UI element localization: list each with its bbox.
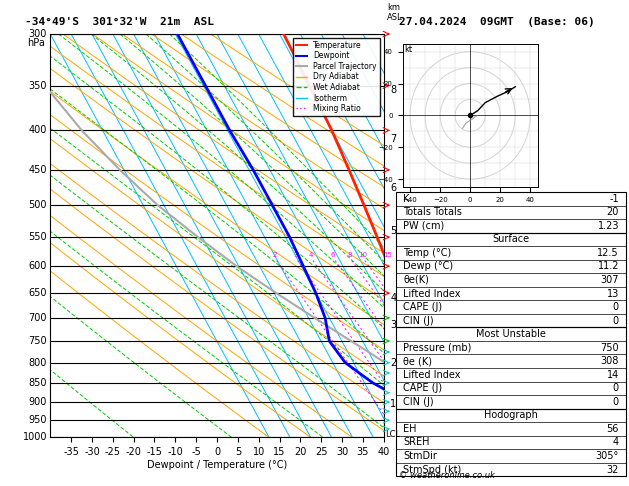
Text: 2: 2	[391, 358, 397, 367]
Text: 0: 0	[613, 383, 619, 393]
Text: 300: 300	[28, 29, 47, 39]
Text: Most Unstable: Most Unstable	[476, 329, 546, 339]
Text: 12.5: 12.5	[598, 248, 619, 258]
Text: 850: 850	[28, 378, 47, 388]
Text: K: K	[403, 194, 409, 204]
Text: θe(K): θe(K)	[403, 275, 429, 285]
Text: 550: 550	[28, 232, 47, 242]
Text: 650: 650	[28, 288, 47, 298]
Text: 15: 15	[383, 252, 392, 258]
Text: 6: 6	[331, 252, 335, 258]
Text: 6: 6	[391, 183, 396, 193]
Text: 0: 0	[613, 397, 619, 407]
Text: 1.23: 1.23	[598, 221, 619, 231]
Text: kt: kt	[404, 45, 412, 54]
Text: Surface: Surface	[493, 234, 530, 244]
Text: 2: 2	[272, 252, 277, 258]
Text: LCL: LCL	[385, 430, 400, 438]
Text: 1000: 1000	[23, 433, 47, 442]
Text: Pressure (mb): Pressure (mb)	[403, 343, 472, 353]
Bar	[396, 233, 626, 328]
Text: Lifted Index: Lifted Index	[403, 289, 460, 298]
Text: 32: 32	[606, 465, 619, 474]
Text: 305°: 305°	[596, 451, 619, 461]
Bar	[396, 192, 626, 233]
Text: 307: 307	[601, 275, 619, 285]
Text: 3: 3	[391, 320, 396, 330]
Text: 56: 56	[606, 424, 619, 434]
Text: Dewp (°C): Dewp (°C)	[403, 261, 454, 272]
Text: 3: 3	[293, 252, 298, 258]
Text: 0: 0	[613, 302, 619, 312]
Text: hPa: hPa	[27, 38, 45, 48]
Text: StmDir: StmDir	[403, 451, 437, 461]
Text: CIN (J): CIN (J)	[403, 315, 434, 326]
Text: StmSpd (kt): StmSpd (kt)	[403, 465, 462, 474]
Text: 8: 8	[391, 86, 396, 95]
Text: CAPE (J): CAPE (J)	[403, 383, 442, 393]
Text: 20: 20	[606, 207, 619, 217]
Text: -34°49'S  301°32'W  21m  ASL: -34°49'S 301°32'W 21m ASL	[25, 17, 214, 27]
Bar	[396, 328, 626, 409]
Bar	[396, 409, 626, 476]
Text: Totals Totals: Totals Totals	[403, 207, 462, 217]
Text: CIN (J): CIN (J)	[403, 397, 434, 407]
Text: Hodograph: Hodograph	[484, 410, 538, 420]
Text: km
ASL: km ASL	[387, 2, 403, 22]
Text: 27.04.2024  09GMT  (Base: 06): 27.04.2024 09GMT (Base: 06)	[399, 17, 595, 27]
Text: Temp (°C): Temp (°C)	[403, 248, 452, 258]
Text: 14: 14	[607, 370, 619, 380]
Text: 700: 700	[28, 313, 47, 323]
Text: EH: EH	[403, 424, 416, 434]
Text: -1: -1	[610, 194, 619, 204]
Text: 10: 10	[359, 252, 367, 258]
Text: © weatheronline.co.uk: © weatheronline.co.uk	[399, 471, 495, 480]
Text: 8: 8	[347, 252, 352, 258]
Text: 4: 4	[613, 437, 619, 448]
Text: 7: 7	[391, 134, 397, 144]
Text: 0: 0	[613, 315, 619, 326]
Text: 750: 750	[600, 343, 619, 353]
Text: SREH: SREH	[403, 437, 430, 448]
Text: 750: 750	[28, 336, 47, 346]
Text: 450: 450	[28, 165, 47, 175]
Text: PW (cm): PW (cm)	[403, 221, 445, 231]
X-axis label: Dewpoint / Temperature (°C): Dewpoint / Temperature (°C)	[147, 460, 287, 470]
Text: 600: 600	[28, 261, 47, 271]
Text: 400: 400	[28, 125, 47, 136]
Text: CAPE (J): CAPE (J)	[403, 302, 442, 312]
Text: 13: 13	[607, 289, 619, 298]
Text: 900: 900	[28, 397, 47, 407]
Text: Lifted Index: Lifted Index	[403, 370, 460, 380]
Text: θe (K): θe (K)	[403, 356, 432, 366]
Text: 800: 800	[28, 358, 47, 367]
Text: 350: 350	[28, 81, 47, 91]
Text: 950: 950	[28, 415, 47, 425]
Text: 4: 4	[309, 252, 313, 258]
Text: 4: 4	[391, 293, 396, 303]
Text: 11.2: 11.2	[598, 261, 619, 272]
Text: 5: 5	[391, 226, 397, 236]
Legend: Temperature, Dewpoint, Parcel Trajectory, Dry Adiabat, Wet Adiabat, Isotherm, Mi: Temperature, Dewpoint, Parcel Trajectory…	[292, 38, 380, 116]
Text: 1: 1	[391, 399, 396, 409]
Text: 500: 500	[28, 200, 47, 210]
Text: 308: 308	[601, 356, 619, 366]
